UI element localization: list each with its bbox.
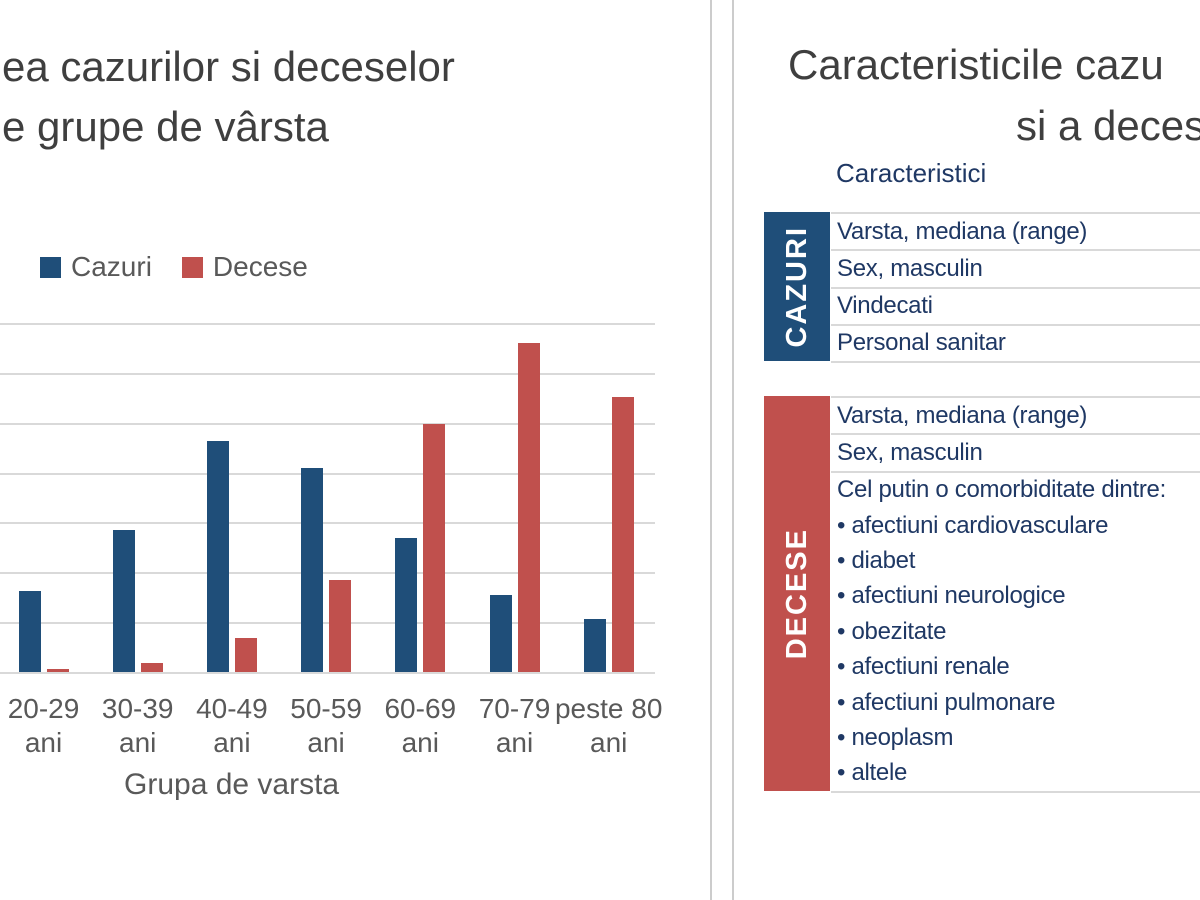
table-row: • afectiuni renale <box>837 653 1010 681</box>
decese-section-label: DECESE <box>780 527 813 660</box>
table-header-caracteristici: Caracteristici <box>836 158 987 188</box>
gridline <box>0 372 655 375</box>
gridline <box>0 472 655 475</box>
right-title-line2: si a deces <box>1016 102 1200 149</box>
legend-item-cazuri: Cazuri <box>40 251 152 283</box>
x-tick-60-69: 60-69 ani <box>384 693 457 758</box>
left-chart-title-line2: e grupe de vârsta <box>2 103 329 150</box>
x-tick-30-39: 30-39 ani <box>101 693 174 758</box>
table-row: • neoplasm <box>837 723 954 751</box>
decese-rows: Varsta, mediana (range) Sex, masculin Ce… <box>831 396 1200 793</box>
cazuri-section-block: CAZURI <box>764 212 830 361</box>
bar-cazuri-60-69 <box>395 538 418 672</box>
bar-cazuri-30-39 <box>112 530 135 672</box>
bar-decese-peste-80 <box>611 396 634 672</box>
legend-swatch-cazuri-icon <box>40 256 61 278</box>
bar-decese-70-79 <box>517 342 540 672</box>
bar-decese-20-29 <box>46 669 69 672</box>
gridline <box>0 572 655 575</box>
x-tick-40-49: 40-49 ani <box>196 693 268 758</box>
table-row: • obezitate <box>837 617 947 645</box>
bar-cazuri-peste-80 <box>583 619 606 672</box>
cazuri-rows: Varsta, mediana (range) Sex, masculin Vi… <box>831 212 1200 363</box>
legend-label-decese: Decese <box>212 251 308 282</box>
bar-cazuri-70-79 <box>489 595 512 672</box>
table-row: Varsta, mediana (range) <box>831 212 1200 249</box>
cazuri-section-label: CAZURI <box>780 225 813 348</box>
left-chart-title-line1: ea cazurilor si deceselor <box>2 43 455 90</box>
table-row: • afectiuni cardiovasculare <box>837 511 1109 539</box>
gridline <box>0 522 655 525</box>
gridline <box>0 622 655 625</box>
decese-section-block: DECESE <box>764 396 830 791</box>
table-row: Personal sanitar <box>831 323 1200 361</box>
right-title-line1: Caracteristicile cazu <box>788 41 1164 88</box>
x-tick-70-79: 70-79 ani <box>478 693 551 758</box>
panel-divider-left <box>710 0 712 900</box>
panel-divider-right <box>732 0 734 900</box>
table-row: Sex, masculin <box>831 433 1200 470</box>
table-row: • diabet <box>837 547 916 575</box>
legend-swatch-decese-icon <box>181 256 203 278</box>
chart-legend: Cazuri Decese <box>40 251 308 283</box>
bar-decese-30-39 <box>140 663 163 672</box>
x-tick-20-29: 20-29 ani <box>7 693 80 758</box>
bar-decese-50-59 <box>329 580 352 672</box>
table-row: • altele <box>837 759 908 787</box>
bar-decese-40-49 <box>234 638 257 672</box>
bar-cazuri-50-59 <box>301 467 324 672</box>
legend-item-decese: Decese <box>181 251 308 283</box>
table-row: Varsta, mediana (range) <box>831 396 1200 433</box>
table-row: Sex, masculin <box>831 249 1200 286</box>
gridline <box>0 672 655 674</box>
table-row: Cel putin o comorbiditate dintre: <box>831 470 1200 508</box>
legend-label-cazuri: Cazuri <box>71 251 152 282</box>
bar-cazuri-20-29 <box>18 591 41 672</box>
plot-area: 20-29 ani 30-39 ani 40-49 ani 50-59 ani 60-69 ani… <box>0 323 662 758</box>
table-row: • afectiuni pulmonare <box>837 688 1056 716</box>
bar-decese-60-69 <box>423 423 446 672</box>
x-axis-title: Grupa de varsta <box>124 768 340 801</box>
table-row: Vindecati <box>831 286 1200 324</box>
bar-cazuri-40-49 <box>206 440 229 672</box>
gridline <box>0 323 655 325</box>
x-tick-50-59: 50-59 ani <box>290 693 362 758</box>
gridline <box>0 422 655 425</box>
table-row: • afectiuni neurologice <box>837 582 1066 610</box>
x-tick-peste-80: peste 80 ani <box>554 693 663 758</box>
